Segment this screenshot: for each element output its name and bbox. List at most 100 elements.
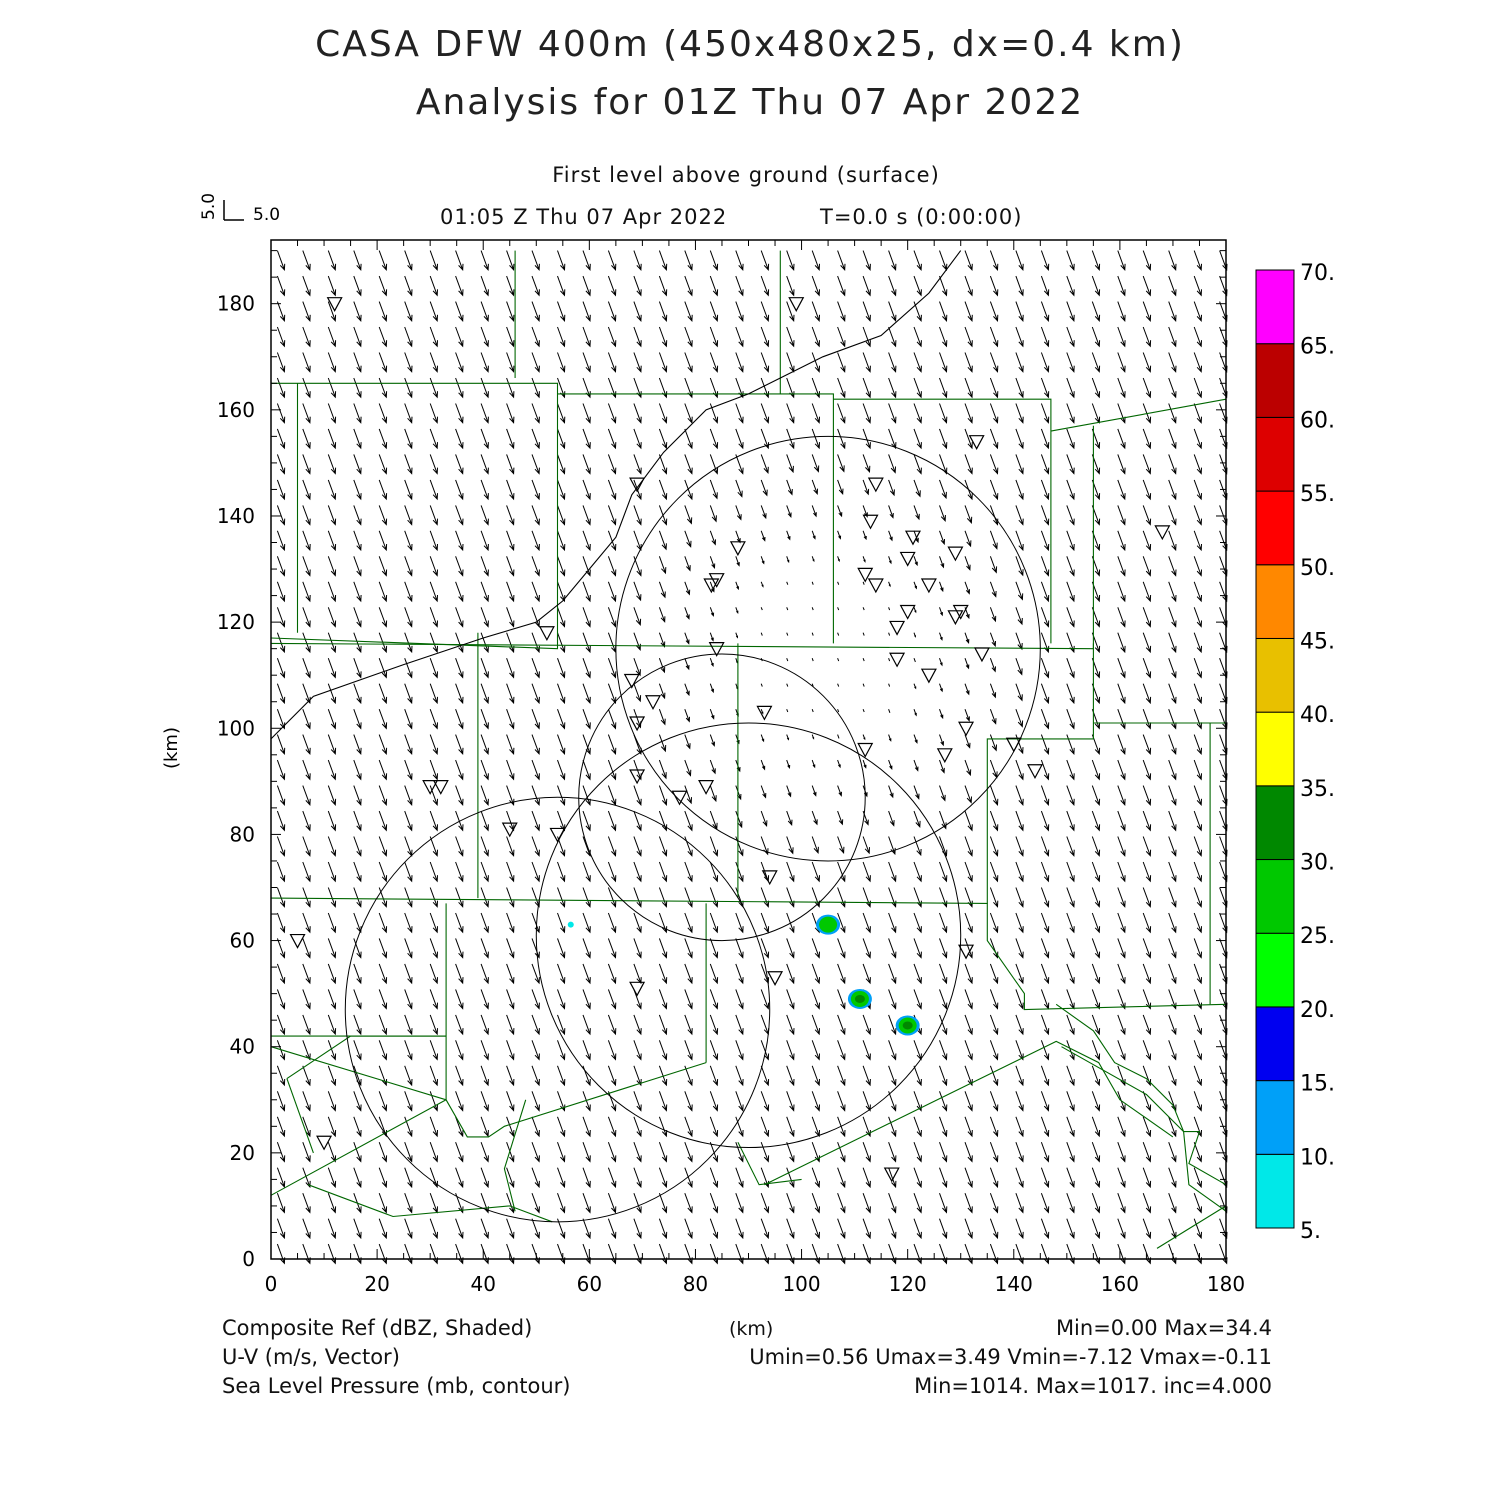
x-tick-label: 140: [995, 1272, 1033, 1296]
y-tick-labels: 0 20 40 60 80 100 120 140 160 180: [217, 292, 255, 1271]
station-marker: [623, 673, 640, 689]
colorbar-label: 30.: [1300, 851, 1335, 876]
county-boundaries: [270, 250, 1227, 1249]
colorbar-segment: [1255, 785, 1295, 861]
sea-level-pressure-contour: [270, 250, 962, 740]
county-line: [557, 393, 834, 644]
colorbar-segment: [1255, 932, 1295, 1008]
station-marker: [857, 742, 874, 758]
colorbar: 5. 10. 15. 20. 25. 30. 35. 40. 45. 50. 55. 60. 65. 70…: [1255, 261, 1335, 1244]
station-marker: [867, 578, 884, 594]
axis-ticks: [270, 240, 1227, 1260]
station-marker: [867, 477, 884, 493]
colorbar-label: 15.: [1300, 1072, 1335, 1097]
station-marker: [968, 435, 985, 450]
reflectivity-cell-core: [823, 920, 834, 929]
colorbar-segment: [1255, 343, 1295, 418]
x-tick-label: 100: [782, 1272, 820, 1296]
x-tick-label: 180: [1207, 1272, 1245, 1296]
colorbar-label: 45.: [1300, 629, 1335, 654]
county-line: [286, 1035, 447, 1080]
y-tick-label: 140: [217, 504, 255, 528]
footer-uv-vectors: U-V (m/s, Vector): [222, 1345, 400, 1369]
station-marker: [899, 604, 916, 620]
footer-slp: Sea Level Pressure (mb, contour): [222, 1374, 571, 1398]
station-marker: [698, 780, 715, 795]
station-marker: [629, 477, 646, 493]
vector-key-u-label: 5.0: [253, 205, 280, 225]
valid-time-label: 01:05 Z Thu 07 Apr 2022: [440, 205, 728, 229]
station-marker: [422, 780, 439, 795]
county-line: [1156, 1205, 1227, 1249]
x-tick-label: 80: [683, 1272, 708, 1296]
colorbar-label: 5.: [1300, 1219, 1321, 1244]
y-axis-label: (km): [161, 727, 182, 769]
range-ring: [615, 435, 1041, 862]
reflectivity-cell-core: [902, 1021, 913, 1030]
station-marker: [947, 610, 964, 626]
colorbar-label: 35.: [1300, 777, 1335, 802]
range-ring: [578, 653, 866, 942]
reflectivity-cell: [567, 921, 574, 928]
y-tick-label: 180: [217, 292, 255, 316]
station-marker: [862, 514, 879, 530]
colorbar-segment: [1255, 711, 1295, 787]
station-marker: [432, 780, 449, 795]
reflectivity-cells: [567, 914, 920, 1036]
colorbar-segment: [1255, 1006, 1295, 1082]
colorbar-label: 60.: [1300, 408, 1335, 433]
x-tick-label: 0: [265, 1272, 278, 1296]
plot-title-line1: CASA DFW 400m (450x480x25, dx=0.4 km): [315, 24, 1185, 65]
vector-key-v-label: 5.0: [199, 193, 219, 220]
station-marker: [899, 551, 916, 567]
station-markers: [289, 297, 1171, 1183]
y-tick-label: 120: [217, 610, 255, 634]
county-line: [307, 1184, 553, 1223]
station-marker: [729, 541, 746, 557]
station-marker: [767, 971, 784, 986]
colorbar-label: 55.: [1300, 482, 1335, 507]
footer-composite-ref: Composite Ref (dBZ, Shaded): [222, 1316, 533, 1340]
station-marker: [756, 705, 773, 721]
station-marker: [316, 1135, 333, 1151]
plot-frame: [270, 239, 1227, 1260]
county-line: [270, 1046, 447, 1101]
level-label: First level above ground (surface): [552, 163, 940, 187]
station-marker: [889, 620, 906, 636]
footer-uv-minmax: Umin=0.56 Umax=3.49 Vmin=-7.12 Vmax=-0.1…: [749, 1345, 1272, 1369]
x-axis-label: (km): [729, 1318, 774, 1340]
county-line: [1050, 398, 1227, 432]
colorbar-label: 25.: [1300, 924, 1335, 949]
y-tick-label: 40: [230, 1035, 255, 1059]
x-tick-label: 20: [364, 1272, 389, 1296]
county-line: [833, 398, 1052, 644]
colorbar-segment: [1255, 1153, 1295, 1229]
range-ring: [535, 722, 962, 1149]
station-marker: [958, 944, 975, 960]
station-marker: [708, 642, 725, 657]
station-marker: [1154, 525, 1171, 541]
county-line: [270, 382, 559, 650]
county-line: [270, 1062, 707, 1196]
station-marker: [708, 573, 725, 588]
x-tick-label: 60: [577, 1272, 602, 1296]
colorbar-label: 20.: [1300, 998, 1335, 1023]
colorbar-label: 70.: [1300, 261, 1335, 286]
station-marker: [549, 827, 566, 843]
county-line: [1055, 1003, 1227, 1186]
station-marker: [1005, 737, 1022, 753]
footer-slp-minmax: Min=1014. Max=1017. inc=4.000: [914, 1374, 1272, 1398]
station-marker: [936, 748, 953, 764]
county-line: [764, 1040, 1174, 1186]
station-marker: [973, 647, 990, 663]
station-marker: [326, 297, 343, 312]
colorbar-segment: [1255, 564, 1295, 639]
station-marker: [501, 822, 518, 838]
colorbar-segment: [1255, 637, 1295, 713]
station-marker: [644, 695, 662, 710]
y-tick-label: 60: [230, 929, 255, 953]
station-marker: [883, 1167, 900, 1183]
colorbar-label: 40.: [1300, 703, 1335, 728]
